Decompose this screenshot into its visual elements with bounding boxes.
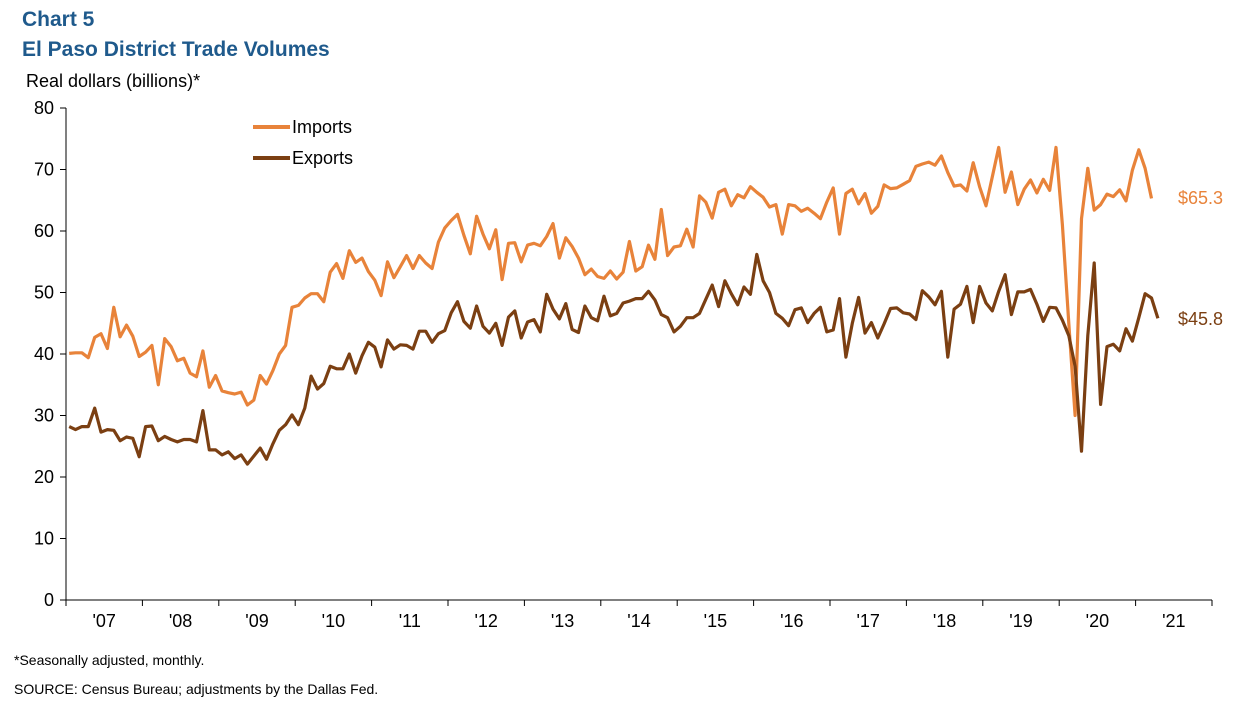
x-tick-label: '17 (856, 611, 879, 631)
legend-label-imports: Imports (292, 117, 352, 137)
end-value-label-imports: $65.3 (1178, 188, 1223, 208)
y-tick-label: 10 (34, 529, 54, 549)
imports-line (69, 145, 1154, 418)
x-tick-label: '14 (627, 611, 650, 631)
x-tick-label: '15 (704, 611, 727, 631)
end-value-label-exports: $45.8 (1178, 309, 1223, 329)
y-tick-label: 40 (34, 344, 54, 364)
axes: 0 10 20 30 40 50 60 70 80 '07 '08 '09 '10 '11 '12 '13 '1… (34, 98, 1213, 631)
chart-title: El Paso District Trade Volumes (22, 38, 330, 61)
x-tick-label: '18 (933, 611, 956, 631)
legend-label-exports: Exports (292, 148, 353, 168)
x-tick-label: '21 (1162, 611, 1185, 631)
x-tick-label: '20 (1086, 611, 1109, 631)
x-tick-label: '12 (474, 611, 497, 631)
x-tick-label: '19 (1009, 611, 1032, 631)
y-tick-label: 70 (34, 160, 54, 180)
y-tick-label: 0 (44, 590, 54, 610)
y-axis-unit-label: Real dollars (billions)* (26, 71, 201, 91)
y-tick-label: 80 (34, 98, 54, 118)
chart-number: Chart 5 (22, 8, 95, 31)
x-tick-label: '11 (399, 611, 421, 631)
legend: Imports Exports (253, 117, 353, 168)
x-tick-label: '09 (245, 611, 268, 631)
series-lines (68, 145, 1160, 466)
y-tick-label: 50 (34, 283, 54, 303)
y-tick-label: 60 (34, 221, 54, 241)
exports-line (68, 252, 1160, 466)
x-tick-label: '16 (780, 611, 803, 631)
footnote: *Seasonally adjusted, monthly. (14, 652, 205, 668)
y-tick-label: 30 (34, 406, 54, 426)
source-note: SOURCE: Census Bureau; adjustments by th… (14, 681, 379, 697)
x-tick-label: '13 (551, 611, 574, 631)
x-tick-label: '10 (322, 611, 345, 631)
y-tick-label: 20 (34, 467, 54, 487)
x-tick-label: '07 (92, 611, 115, 631)
x-tick-label: '08 (169, 611, 192, 631)
